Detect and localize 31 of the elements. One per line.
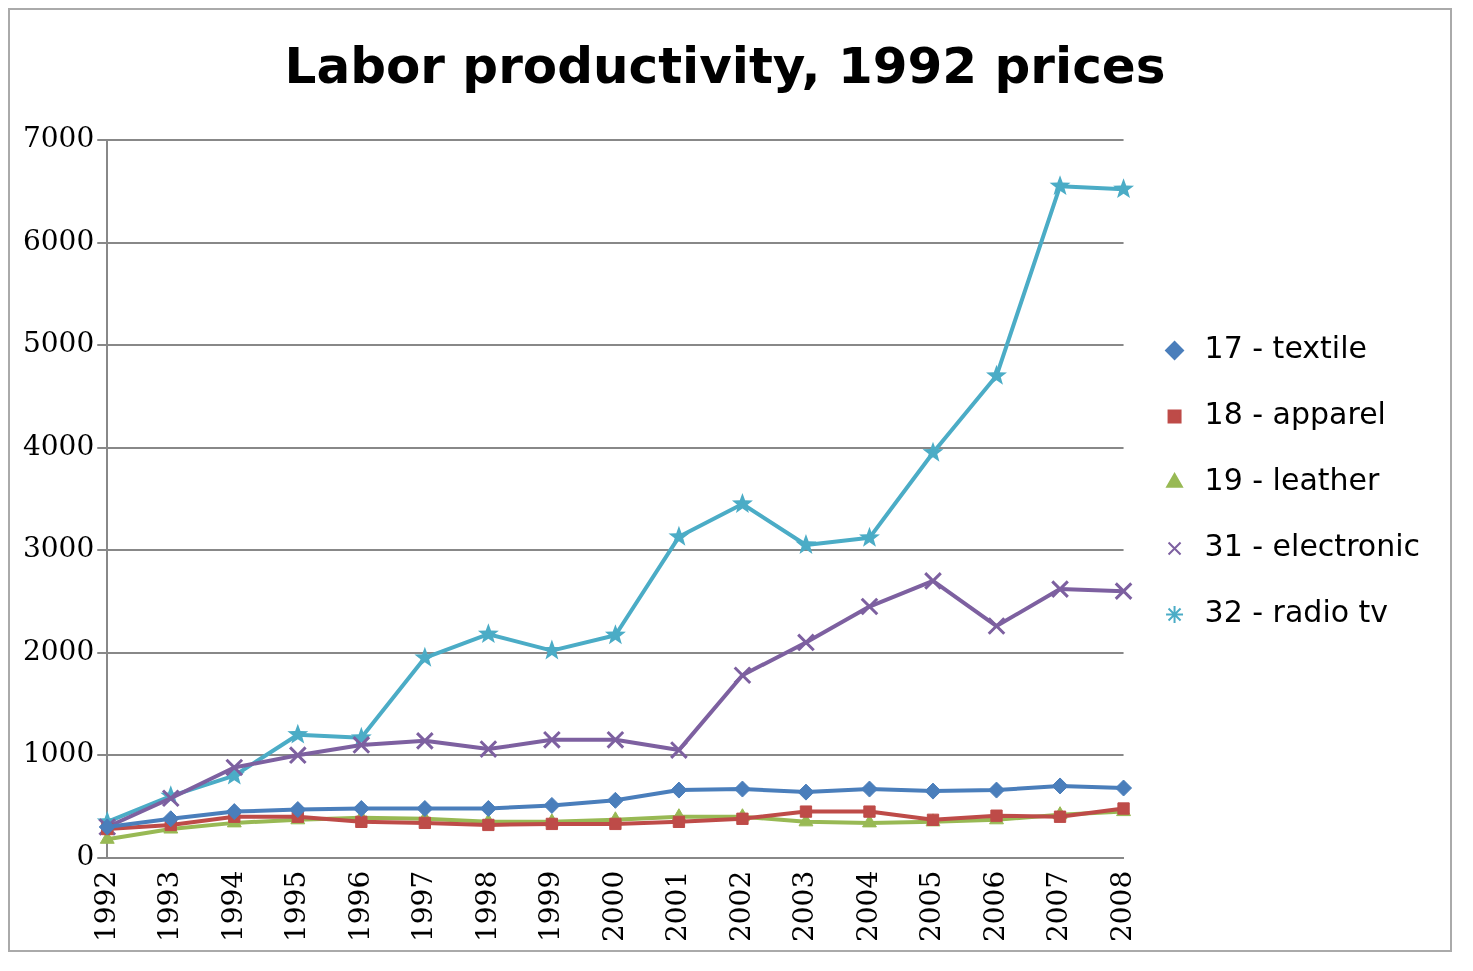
- x-tick-label: 2004: [850, 870, 884, 943]
- y-tick-label: 0: [76, 839, 95, 873]
- y-tick-label: 4000: [22, 428, 95, 462]
- x-tick-label: 2008: [1104, 870, 1138, 943]
- x-tick-label: 1994: [215, 870, 249, 943]
- y-tick-label: 6000: [22, 223, 95, 257]
- x-tick-label: 1998: [469, 870, 503, 943]
- y-tick-label: 2000: [22, 633, 95, 667]
- x-tick-label: 2001: [660, 870, 694, 943]
- x-tick-label: 2002: [723, 870, 757, 943]
- x-tick-label: 1993: [152, 870, 186, 943]
- chart-title: Labor productivity, 1992 prices: [284, 36, 1166, 95]
- y-tick-label: 1000: [22, 736, 95, 770]
- y-tick-label: 3000: [22, 531, 95, 565]
- x-tick-label: 2003: [787, 870, 821, 943]
- x-tick-label: 1995: [279, 870, 313, 943]
- x-tick-label: 2000: [596, 870, 630, 943]
- y-tick-label: 5000: [22, 326, 95, 360]
- x-tick-label: 1992: [88, 870, 122, 943]
- legend-label: 18 - apparel: [1204, 396, 1386, 432]
- x-tick-label: 1997: [406, 870, 440, 943]
- x-tick-label: 2005: [914, 870, 948, 943]
- y-tick-label: 7000: [22, 121, 95, 155]
- x-tick-label: 2007: [1041, 870, 1075, 943]
- x-tick-label: 1996: [342, 870, 376, 943]
- x-tick-label: 2006: [977, 870, 1011, 943]
- legend-label: 32 - radio tv: [1204, 594, 1389, 630]
- legend-label: 19 - leather: [1204, 462, 1381, 498]
- x-tick-label: 1999: [533, 870, 567, 943]
- legend-label: 31 - electronic: [1204, 528, 1420, 564]
- legend-label: 17 - textile: [1204, 330, 1367, 366]
